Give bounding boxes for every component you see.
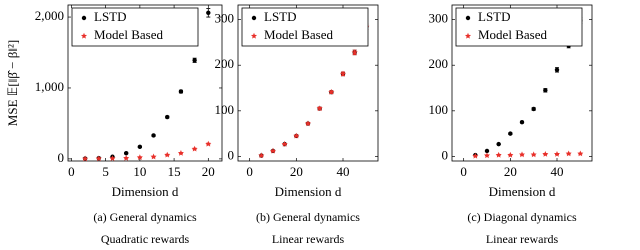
data-point bbox=[192, 58, 197, 63]
y-tick-label: 2,000 bbox=[35, 8, 64, 23]
data-point bbox=[150, 153, 157, 160]
data-point bbox=[495, 151, 502, 158]
data-point bbox=[205, 140, 212, 147]
plot-frame bbox=[237, 4, 379, 162]
data-point bbox=[191, 145, 198, 152]
x-axis-label: Dimension d bbox=[489, 184, 556, 199]
x-tick-label: 0 bbox=[246, 164, 253, 179]
legend-box bbox=[455, 7, 583, 47]
data-point bbox=[554, 67, 560, 72]
y-tick-label: 100 bbox=[215, 102, 235, 117]
data-point bbox=[269, 147, 277, 154]
legend-label: Model Based bbox=[478, 27, 547, 42]
x-axis-label: Dimension d bbox=[112, 184, 179, 199]
x-tick-label: 40 bbox=[551, 164, 564, 179]
data-point bbox=[304, 120, 312, 127]
legend-marker bbox=[80, 32, 88, 39]
legend-marker bbox=[251, 15, 257, 21]
x-tick-label: 10 bbox=[133, 164, 146, 179]
legend-label: LSTD bbox=[478, 9, 511, 24]
data-point bbox=[95, 155, 102, 162]
data-point bbox=[123, 154, 130, 161]
x-tick-label: 20 bbox=[504, 164, 517, 179]
panel: 0 20 40 0 100 200 300 LSTD Model Based Dimension … bbox=[215, 4, 379, 246]
legend-marker bbox=[464, 32, 472, 39]
caption: (c) Diagonal dynamics bbox=[467, 210, 577, 224]
y-tick-label: 0 bbox=[442, 147, 449, 162]
legend-label: Model Based bbox=[264, 27, 333, 42]
legend-label: LSTD bbox=[94, 9, 127, 24]
plot-frame bbox=[67, 4, 223, 162]
x-tick-label: 0 bbox=[460, 164, 467, 179]
caption: Quadratic rewards bbox=[101, 232, 190, 246]
data-point bbox=[508, 131, 513, 136]
data-point bbox=[109, 155, 116, 162]
caption: Linear rewards bbox=[272, 232, 345, 246]
caption: (a) General dynamics bbox=[93, 210, 197, 224]
data-point bbox=[293, 132, 300, 139]
data-point bbox=[123, 151, 129, 156]
data-point bbox=[258, 152, 265, 159]
data-point bbox=[484, 148, 490, 154]
data-point bbox=[542, 150, 549, 157]
data-point bbox=[206, 10, 211, 15]
y-tick-label: 0 bbox=[228, 147, 235, 162]
legend-marker bbox=[465, 15, 471, 21]
panel: 0 20 40 0 100 200 300 LSTD Model Based Dimension … bbox=[429, 4, 593, 246]
data-point bbox=[518, 151, 526, 158]
x-tick-label: 20 bbox=[202, 164, 215, 179]
y-tick-label: 200 bbox=[215, 56, 235, 71]
data-point bbox=[82, 155, 89, 162]
x-axis-label: Dimension d bbox=[275, 184, 342, 199]
data-point bbox=[339, 70, 347, 77]
y-tick-label: 300 bbox=[215, 11, 235, 26]
data-point bbox=[472, 152, 479, 159]
data-point bbox=[496, 141, 501, 147]
data-point bbox=[136, 154, 143, 161]
data-point bbox=[483, 152, 491, 159]
data-point bbox=[519, 120, 525, 125]
x-tick-label: 15 bbox=[168, 164, 181, 179]
legend-box bbox=[71, 7, 199, 47]
data-point bbox=[507, 151, 514, 158]
x-tick-label: 0 bbox=[68, 164, 75, 179]
data-point bbox=[543, 88, 548, 93]
data-point bbox=[553, 150, 561, 157]
x-tick-label: 40 bbox=[337, 164, 350, 179]
y-tick-label: 0 bbox=[58, 150, 65, 165]
data-point bbox=[530, 151, 537, 158]
y-tick-label: 300 bbox=[429, 11, 449, 26]
y-tick-label: 1,000 bbox=[35, 79, 64, 94]
legend-label: LSTD bbox=[264, 9, 297, 24]
panel: 0 5 10 15 20 0 1,000 2,000 LSTD Model Based Dimens… bbox=[5, 4, 223, 246]
data-point bbox=[281, 140, 288, 147]
caption: (b) General dynamics bbox=[256, 210, 360, 224]
data-point bbox=[178, 89, 184, 94]
y-axis-label: MSE 𝔼[‖β̂ − β‖²] bbox=[5, 40, 20, 126]
legend-label: Model Based bbox=[94, 27, 163, 42]
data-point bbox=[165, 114, 170, 120]
data-point bbox=[164, 151, 171, 158]
data-point bbox=[151, 133, 156, 138]
data-point bbox=[137, 144, 143, 150]
data-point bbox=[577, 150, 584, 157]
data-point bbox=[531, 106, 536, 112]
legend-box bbox=[241, 7, 369, 47]
plot-frame bbox=[451, 4, 593, 162]
caption: Linear rewards bbox=[486, 232, 559, 246]
legend-marker bbox=[81, 15, 87, 21]
y-tick-label: 100 bbox=[429, 102, 449, 117]
x-tick-label: 20 bbox=[290, 164, 303, 179]
x-tick-label: 5 bbox=[102, 164, 109, 179]
y-tick-label: 200 bbox=[429, 56, 449, 71]
data-point bbox=[565, 150, 572, 157]
data-point bbox=[328, 88, 335, 95]
data-point bbox=[351, 49, 358, 56]
data-point bbox=[177, 150, 184, 156]
data-point bbox=[316, 105, 323, 112]
legend-marker bbox=[250, 32, 258, 39]
